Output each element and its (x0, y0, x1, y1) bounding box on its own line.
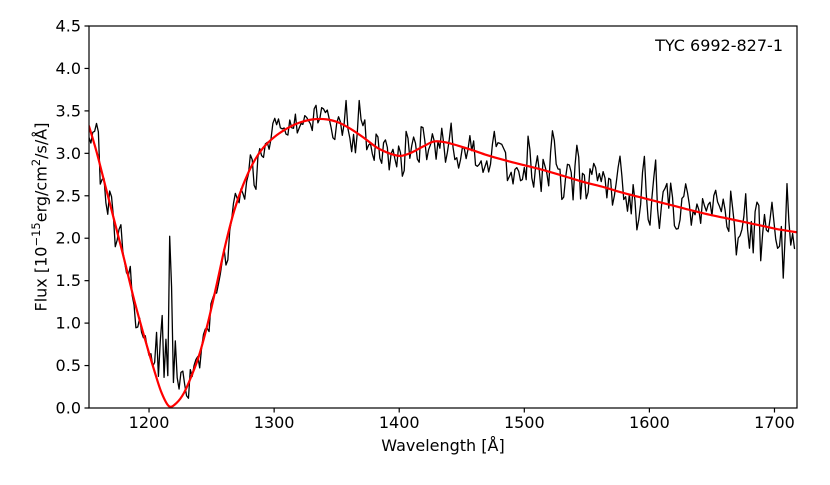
x-axis-label: Wavelength [Å] (381, 436, 505, 455)
y-tick-label: 2.5 (56, 186, 81, 205)
y-tick-label: 3.0 (56, 144, 81, 163)
y-axis-label-mid: erg/cm (31, 166, 51, 223)
y-tick-label: 4.5 (56, 17, 81, 36)
y-tick-label: 0.0 (56, 399, 81, 418)
y-axis-label-prefix: Flux [10 (31, 246, 51, 312)
y-tick-label: 3.5 (56, 101, 81, 120)
axes-box (88, 25, 798, 409)
x-tick-label: 1500 (504, 413, 545, 432)
x-tick-label: 1200 (129, 413, 170, 432)
y-tick-label: 1.0 (56, 314, 81, 333)
x-tick-label: 1300 (254, 413, 295, 432)
x-tick-label: 1700 (754, 413, 795, 432)
y-tick-label: 4.0 (56, 59, 81, 78)
y-axis-label-squared-exponent: 2 (29, 158, 43, 167)
x-tick-label: 1400 (379, 413, 420, 432)
y-axis-label: Flux [10−15erg/cm2/s/Å] (25, 7, 51, 427)
y-axis-label-exponent: −15 (29, 222, 43, 247)
y-tick-label: 1.5 (56, 271, 81, 290)
y-axis-label-suffix: /s/Å] (31, 122, 51, 159)
y-tick-label: 0.5 (56, 356, 81, 375)
model-fit-line (89, 117, 797, 408)
y-tick-label: 2.0 (56, 229, 81, 248)
target-name-label: TYC 6992-827-1 (655, 36, 783, 55)
observed-spectrum-line (89, 99, 796, 399)
x-tick-label: 1600 (629, 413, 670, 432)
